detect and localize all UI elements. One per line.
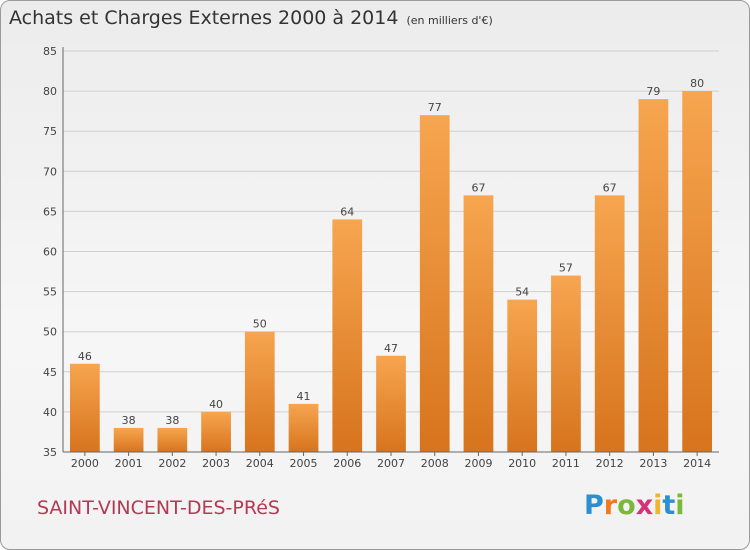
x-tick-label: 2000 [71, 457, 99, 470]
x-tick-label: 2006 [333, 457, 361, 470]
x-tick-label: 2012 [596, 457, 624, 470]
x-tick-label: 2011 [552, 457, 580, 470]
y-tick-label: 65 [43, 205, 57, 218]
y-tick-label: 45 [43, 366, 57, 379]
bar-value-label: 57 [559, 262, 573, 275]
bar-value-label: 41 [297, 390, 311, 403]
x-tick-label: 2010 [508, 457, 536, 470]
bars: 46 38 38 40 50 41 64 47 77 67 54 57 67 79 80 [69, 77, 713, 453]
bar [463, 195, 494, 453]
bar-value-label: 67 [603, 181, 617, 194]
bar-value-label: 50 [253, 318, 267, 331]
logo-letter: x [635, 490, 654, 521]
bar [288, 403, 319, 452]
y-tick-label: 35 [43, 446, 57, 459]
bar [201, 411, 231, 452]
bar [376, 355, 406, 452]
bar-value-label: 46 [78, 350, 92, 363]
bar-value-label: 80 [690, 77, 704, 90]
y-tick-label: 80 [43, 85, 57, 98]
x-axis: 2000 2001 2002 2003 2004 2005 2006 2007 2008 2009… [63, 451, 719, 470]
bar [507, 299, 538, 452]
bar-value-label: 64 [340, 205, 354, 218]
bar [419, 115, 450, 452]
y-tick-label: 50 [43, 326, 57, 339]
x-tick-label: 2009 [464, 457, 492, 470]
logo-letter: t [662, 490, 676, 521]
bar [594, 195, 625, 453]
bar [244, 331, 275, 452]
x-tick-label: 2013 [639, 457, 667, 470]
x-tick-label: 2001 [115, 457, 143, 470]
bar [551, 275, 581, 452]
bar-value-label: 40 [209, 398, 223, 411]
x-tick-label: 2003 [202, 457, 230, 470]
y-tick-label: 40 [43, 406, 57, 419]
chart-title-text: Achats et Charges Externes 2000 à 2014 [9, 7, 399, 29]
logo-letter: r [603, 490, 618, 521]
chart-title: Achats et Charges Externes 2000 à 2014 (e… [9, 7, 493, 29]
y-tick-label: 70 [43, 165, 57, 178]
bar [332, 219, 363, 452]
bar-value-label: 47 [384, 342, 398, 355]
x-tick-label: 2014 [683, 457, 711, 470]
bar [638, 99, 669, 453]
x-tick-label: 2007 [377, 457, 405, 470]
bar [157, 427, 188, 452]
proxiti-logo: Proxiti [584, 490, 685, 521]
logo-letter: o [617, 490, 636, 521]
y-tick-label: 75 [43, 125, 57, 138]
bar-value-label: 38 [165, 414, 179, 427]
bar-value-label: 79 [646, 85, 660, 98]
y-tick-label: 60 [43, 246, 57, 259]
x-tick-label: 2005 [290, 457, 318, 470]
y-axis: 35 40 45 50 55 60 65 70 75 80 85 [43, 45, 64, 459]
bar-value-label: 38 [122, 414, 136, 427]
bar [113, 427, 144, 452]
bar-value-label: 77 [428, 101, 442, 114]
y-tick-label: 85 [43, 45, 57, 58]
chart-subtitle: (en milliers d'€) [406, 14, 493, 27]
bar-value-label: 54 [515, 286, 529, 299]
x-tick-label: 2004 [246, 457, 274, 470]
x-tick-label: 2002 [158, 457, 186, 470]
logo-letter: i [675, 490, 685, 521]
commune-name: SAINT-VINCENT-DES-PRéS [37, 497, 280, 519]
bar [682, 91, 713, 452]
bar [69, 363, 100, 452]
logo-letter: P [584, 490, 604, 521]
bar-value-label: 67 [471, 181, 485, 194]
logo-letter: i [653, 490, 663, 521]
x-tick-label: 2008 [421, 457, 449, 470]
y-tick-label: 55 [43, 286, 57, 299]
